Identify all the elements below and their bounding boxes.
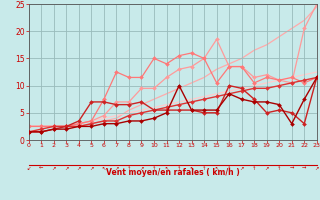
X-axis label: Vent moyen/en rafales ( km/h ): Vent moyen/en rafales ( km/h ) bbox=[106, 168, 240, 177]
